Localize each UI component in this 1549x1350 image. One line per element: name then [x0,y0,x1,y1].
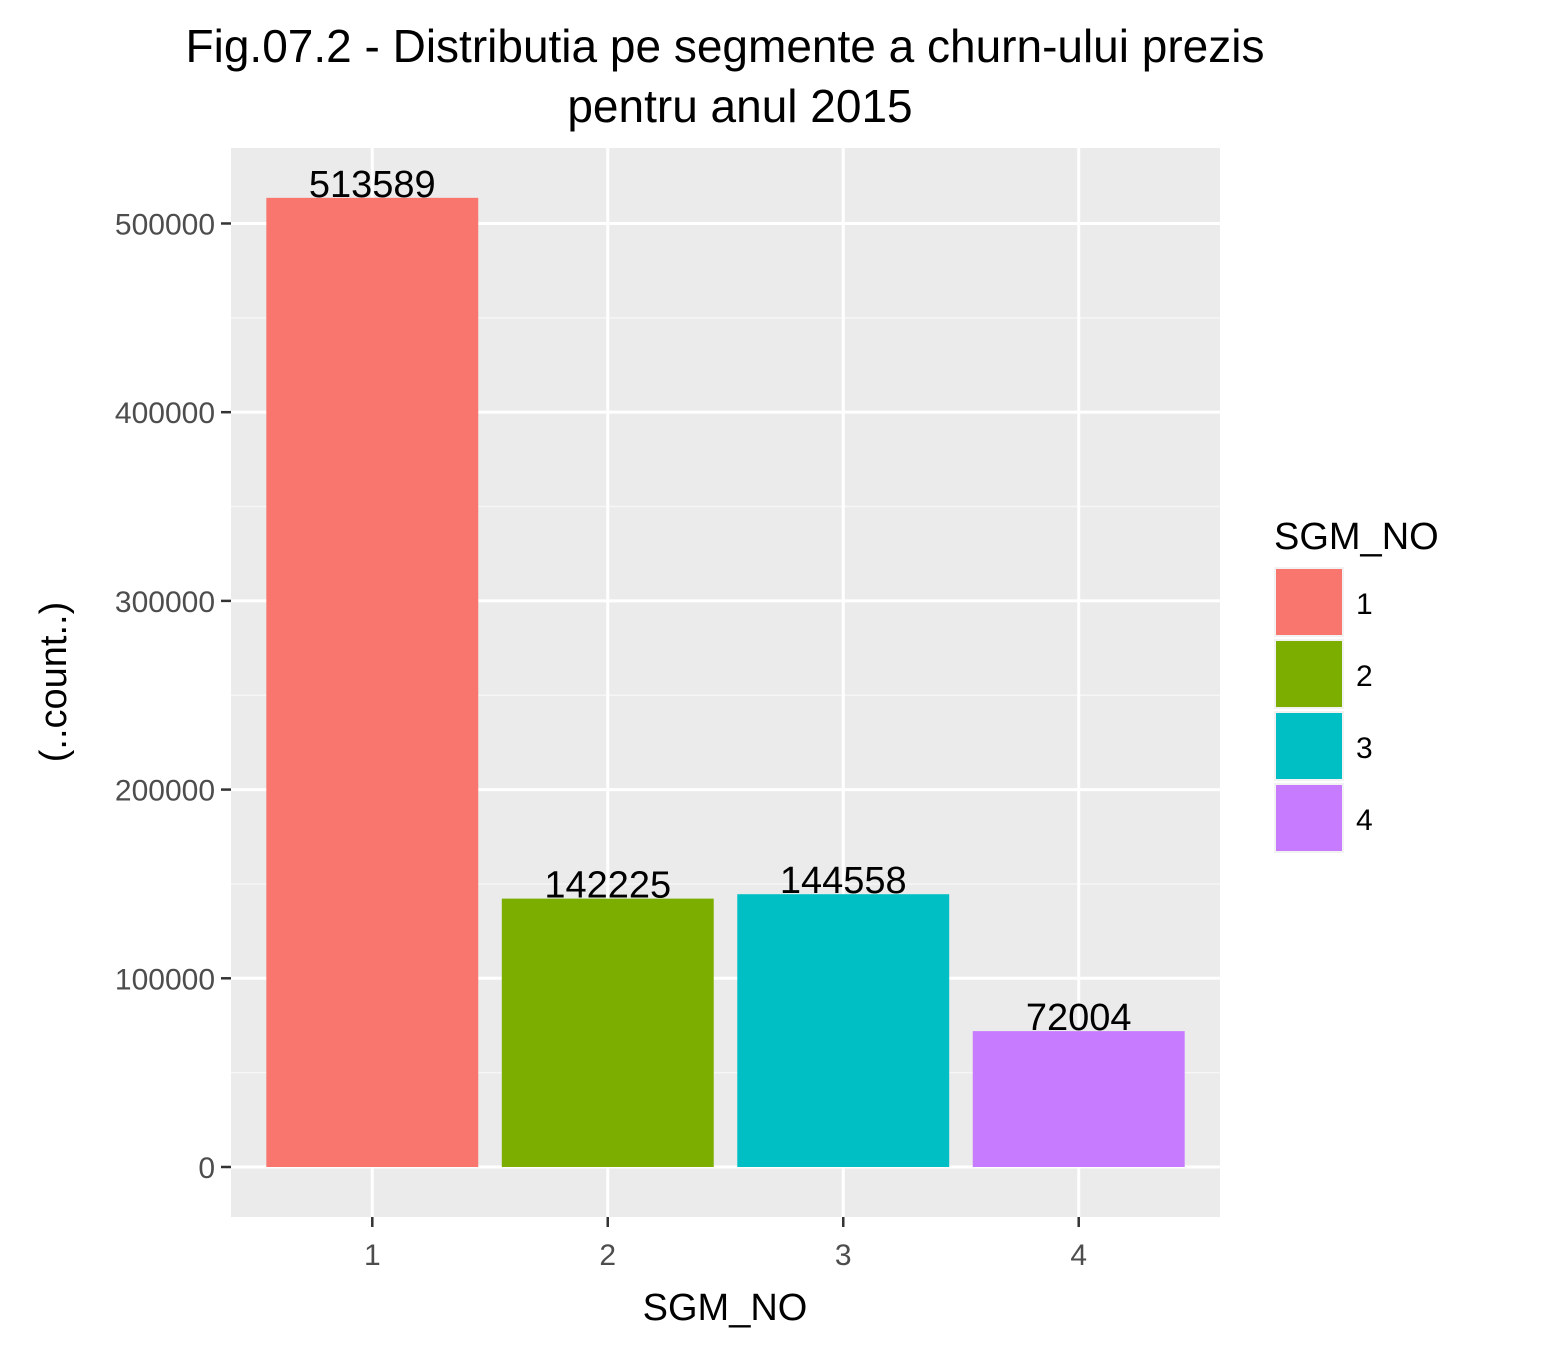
y-tick-label: 200000 [115,775,215,808]
bar-1 [266,197,479,1167]
chart-subtitle: pentru anul 2015 [567,80,912,132]
bar-label-1: 513589 [309,164,436,206]
x-tick-label: 2 [599,1239,616,1272]
x-tick-label: 1 [364,1239,381,1272]
y-tick-label: 400000 [115,397,215,430]
y-axis: 0 100000 200000 300000 400000 500000 [115,208,231,1185]
y-tick-label: 300000 [115,586,215,619]
y-tick-label: 100000 [115,963,215,996]
legend-swatch-1 [1276,569,1342,635]
x-axis-title: SGM_NO [643,1287,808,1329]
y-tick-label: 0 [198,1152,215,1185]
legend-swatch-3 [1276,713,1342,779]
legend: SGM_NO 1 2 3 4 [1274,516,1439,853]
bar-label-2: 142225 [544,865,671,907]
x-axis: 1 2 3 4 [364,1217,1087,1272]
bar-4 [972,1031,1185,1167]
legend-title: SGM_NO [1274,516,1439,558]
legend-label-3: 3 [1356,732,1373,765]
bar-value-labels: 513589 142225 144558 72004 [309,164,1132,1039]
x-tick-label: 3 [835,1239,852,1272]
x-tick-label: 4 [1070,1239,1087,1272]
y-tick-label: 500000 [115,208,215,241]
legend-label-2: 2 [1356,660,1373,693]
bar-label-3: 144558 [780,860,907,902]
bar-2 [501,898,714,1167]
legend-label-4: 4 [1356,804,1373,837]
chart-title: Fig.07.2 - Distributia pe segmente a chu… [186,20,1265,72]
legend-label-1: 1 [1356,588,1373,621]
bar-label-4: 72004 [1026,997,1132,1039]
y-axis-title: (..count..) [33,602,75,763]
bars [266,197,1185,1167]
legend-swatch-4 [1276,785,1342,851]
bar-3 [737,894,950,1167]
legend-swatch-2 [1276,641,1342,707]
